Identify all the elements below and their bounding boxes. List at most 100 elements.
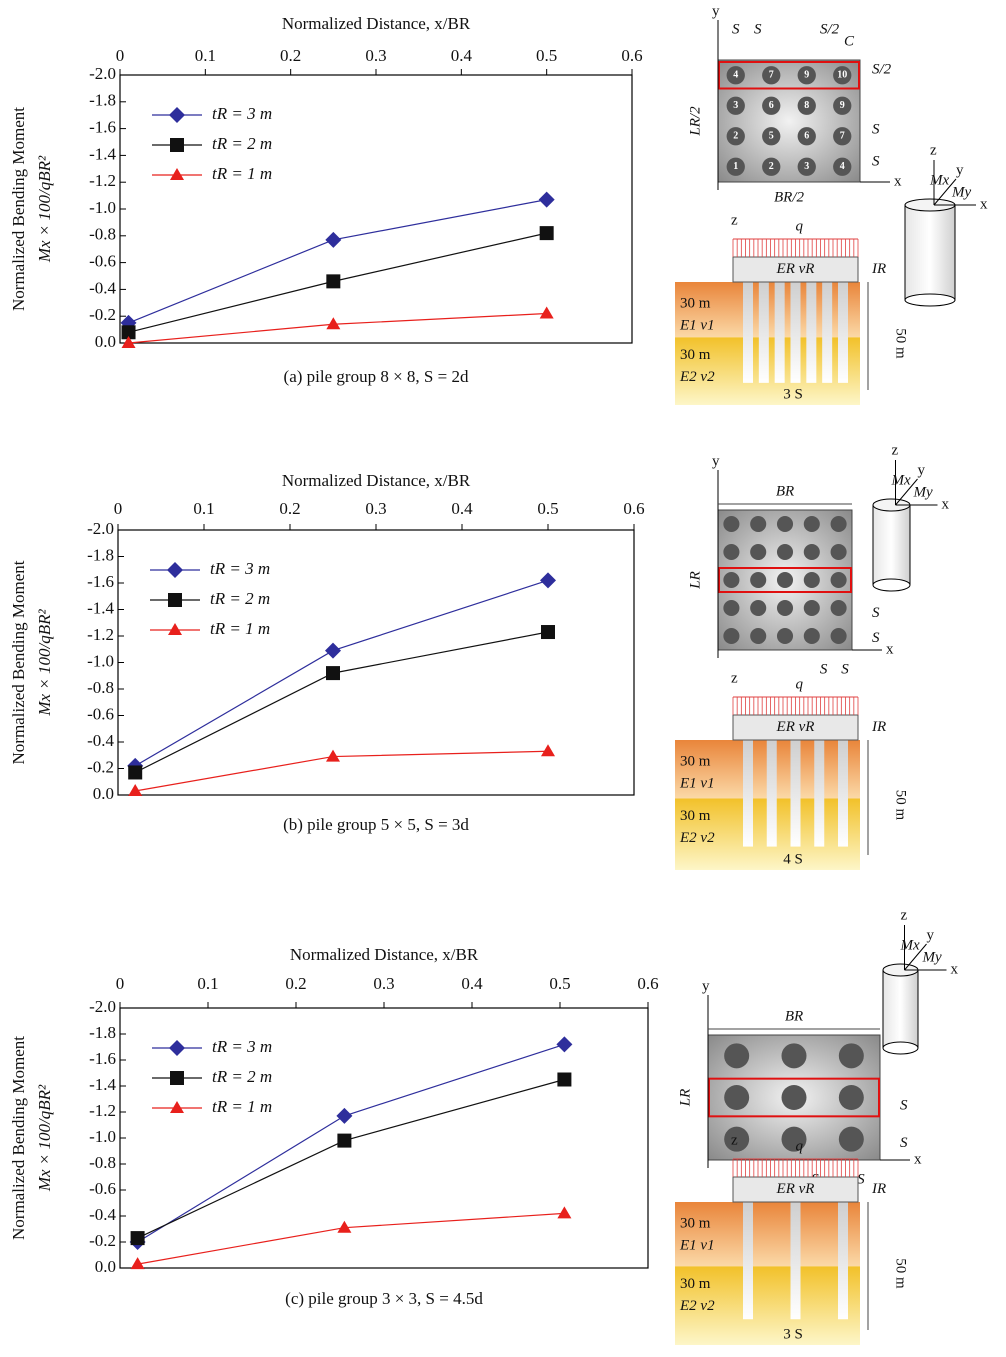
pile-plan [833, 157, 852, 176]
y-tick-label: -0.8 [87, 678, 114, 697]
diagram-label: y [956, 162, 964, 178]
diagram-label: ER νR [776, 719, 815, 735]
pile-plan [723, 599, 740, 617]
marker [326, 749, 340, 762]
x-tick-label: 0 [116, 46, 125, 65]
pile-section [743, 282, 753, 383]
pile-section [806, 282, 817, 383]
pile-number: 10 [837, 70, 847, 81]
marker [121, 336, 136, 348]
marker [337, 1133, 352, 1148]
x-axis-title: Normalized Distance, x/BR [282, 471, 471, 490]
pile-plan [781, 1126, 807, 1152]
x-tick-label: 0.2 [279, 499, 300, 518]
marker [538, 191, 555, 208]
diagram-label: z [892, 442, 899, 458]
y-tick-label: -2.0 [89, 64, 116, 83]
pile-number: 4 [840, 161, 845, 172]
marker [326, 666, 340, 681]
cylinder [882, 969, 919, 1049]
pile-plan [797, 157, 816, 176]
marker [556, 1036, 573, 1053]
marker [337, 1220, 352, 1233]
pile-number: 2 [769, 161, 774, 172]
y-tick-label: 0.0 [95, 1257, 116, 1276]
x-tick-label: 0.5 [549, 974, 570, 993]
pile-section [822, 282, 833, 383]
diagram-label: ER νR [776, 261, 815, 277]
x-tick-label: 0 [116, 974, 125, 993]
legend-marker [170, 138, 184, 152]
y-tick-label: -0.2 [87, 757, 114, 776]
x-tick-label: 0.1 [193, 499, 214, 518]
diagram-label: z [731, 212, 738, 228]
pile-plan [830, 627, 847, 645]
diagram-label: z [930, 142, 937, 158]
diagram-label: y [702, 978, 710, 994]
y-axis-title: Mx × 100/qBR² [35, 155, 54, 263]
highlight-row [718, 567, 852, 593]
pile-section [790, 740, 801, 847]
diagram-label: BR/2 [774, 189, 804, 205]
caption: (b) pile group 5 × 5, S = 3d [283, 815, 469, 834]
marker [326, 317, 341, 330]
pile-number: 6 [769, 100, 774, 111]
pile-number: 9 [804, 70, 809, 81]
x-tick-label: 0.5 [537, 499, 558, 518]
legend-marker [169, 1040, 185, 1056]
series-line [134, 631, 549, 774]
legend-marker [170, 168, 184, 180]
marker [121, 325, 136, 340]
y-tick-label: -0.8 [89, 225, 116, 244]
y-tick-label: -1.8 [89, 91, 116, 110]
diagram-label: z [731, 670, 738, 686]
diagram-label: q [796, 676, 804, 692]
series-line [134, 579, 549, 767]
y-tick-label: -0.4 [87, 731, 114, 750]
pile-plan [750, 515, 767, 533]
legend-label: tR = 1 m [212, 1097, 272, 1116]
highlight-row [708, 1077, 880, 1118]
y-tick-label: -1.2 [87, 625, 114, 644]
pile-plan [750, 599, 767, 617]
legend-label: tR = 2 m [210, 589, 270, 608]
diagram-label: 50 m [893, 790, 909, 821]
x-tick-label: 0.5 [536, 46, 557, 65]
diagram-label: 3 S [783, 386, 803, 402]
axis-arrow [895, 478, 918, 506]
legend-label: tR = 3 m [210, 559, 270, 578]
diagram-label: S [841, 661, 849, 677]
pile-plan [830, 599, 847, 617]
y-tick-label: -1.0 [87, 651, 114, 670]
diagram-label: x [951, 961, 959, 977]
diagram-label: S [872, 605, 880, 621]
pile-number: 2 [733, 131, 738, 142]
cylinder [872, 504, 911, 586]
highlight-row [718, 61, 860, 90]
y-tick-label: -1.0 [89, 198, 116, 217]
cylinder-bottom [872, 578, 911, 592]
marker [540, 572, 556, 589]
marker [557, 1206, 572, 1219]
pile-plan [750, 543, 767, 561]
pile-plan [838, 1085, 864, 1110]
pile-number: 1 [733, 161, 738, 172]
legend-marker [168, 593, 182, 607]
pile-number: 9 [840, 100, 845, 111]
y-tick-label: -1.0 [89, 1127, 116, 1146]
x-tick-label: 0.4 [461, 974, 483, 993]
soil-layer-2 [675, 1266, 860, 1345]
marker [541, 744, 555, 757]
legend-label: tR = 2 m [212, 1067, 272, 1086]
y-axis-title: Normalized Bending Moment [9, 560, 28, 764]
pile-plan [726, 157, 745, 176]
pile-plan [776, 627, 794, 645]
pile-section [790, 1202, 801, 1320]
y-tick-label: -0.6 [89, 1179, 116, 1198]
x-tick-label: 0.1 [197, 974, 218, 993]
x-tick-label: 0.2 [285, 974, 306, 993]
pile-plan [723, 543, 740, 561]
diagram-label: x [914, 1151, 922, 1167]
y-tick-label: -1.8 [89, 1023, 116, 1042]
